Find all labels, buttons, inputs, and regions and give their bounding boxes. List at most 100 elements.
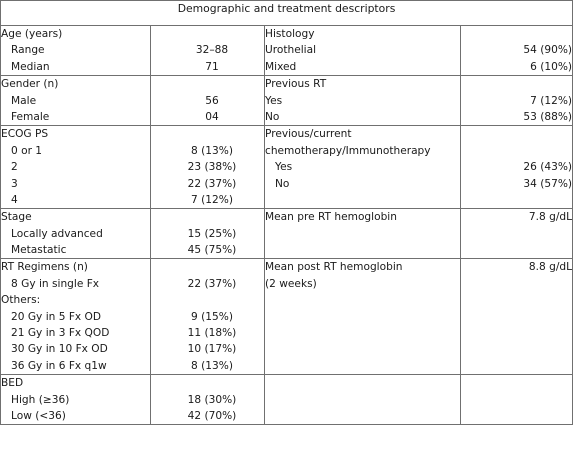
right-value-line: 7.8 g/dL — [528, 211, 573, 224]
left-value-line: 45 (75%) — [187, 244, 237, 257]
left-label-line: BED — [1, 377, 24, 390]
right-value-line: 53 (88%) — [523, 110, 573, 123]
left-value-line: 22 (37%) — [187, 177, 237, 190]
left-label-line: Male — [11, 94, 37, 107]
left-value-line: 8 (13%) — [191, 359, 233, 372]
left-value-line — [151, 209, 264, 225]
left-label-line: Median — [11, 60, 50, 73]
left-label-line: 20 Gy in 5 Fx OD — [11, 310, 102, 323]
right-values-cell: 26 (43%) 34 (57%) — [459, 125, 573, 210]
right-value-line — [461, 276, 572, 292]
right-label-line: Histology — [265, 28, 315, 40]
left-value-line: 10 (17%) — [187, 343, 237, 356]
left-label-line: 0 or 1 — [11, 144, 43, 157]
left-value-line — [151, 292, 264, 308]
left-value-line: 04 — [205, 110, 219, 123]
left-value-line: 22 (37%) — [187, 277, 237, 290]
right-label-line: Urothelial — [265, 44, 317, 57]
table-row: RT Regimens (n) 8 Gy in single Fx Others: 2… — [0, 258, 573, 376]
table-body: Age (years) Range Median 32–88 71 Histology Ur… — [0, 24, 573, 426]
table-title-row: Demographic and treatment descriptors — [0, 0, 573, 26]
left-label-line: Locally advanced — [11, 227, 103, 240]
left-value-line: 56 — [205, 94, 219, 107]
table-title: Demographic and treatment descriptors — [0, 0, 573, 26]
left-label-line: Others: — [1, 294, 41, 307]
left-lines-cell: Stage Locally advanced Metastatic — [0, 208, 151, 260]
right-value-line — [461, 143, 572, 159]
left-value-line — [151, 126, 264, 142]
left-values-cell: 8 (13%) 23 (38%) 22 (37%) 7 (12%) — [150, 125, 265, 210]
right-values-cell — [459, 374, 573, 426]
table-row: Stage Locally advanced Metastatic 15 (25%) 4… — [0, 208, 573, 260]
left-lines-cell: BED High (≥36) Low (<36) — [0, 374, 151, 426]
left-label-line: 4 — [11, 193, 18, 206]
right-label-line: No — [265, 110, 280, 123]
right-lines-cell: Previous RT Yes No — [264, 75, 461, 127]
table-row: Gender (n) Male Female 56 04 Previous RT Yes No… — [0, 75, 573, 127]
left-value-line: 32–88 — [195, 44, 229, 57]
left-label-line: Range — [11, 44, 45, 57]
right-values-cell: 54 (90%) 6 (10%) — [459, 24, 573, 77]
left-value-line — [151, 259, 264, 275]
left-label-line: Stage — [1, 211, 32, 224]
right-values-cell: 7.8 g/dL — [459, 208, 573, 260]
right-label-line: Yes — [265, 94, 283, 107]
left-lines-cell: RT Regimens (n) 8 Gy in single Fx Others: 2… — [0, 258, 151, 376]
right-label-line: No — [275, 177, 290, 190]
right-label-line: (2 weeks) — [265, 277, 317, 290]
left-value-line: 18 (30%) — [187, 393, 237, 406]
right-label-line: Mean pre RT hemoglobin — [265, 211, 397, 224]
right-label-line: chemotherapy/Immunotherapy — [265, 144, 431, 157]
right-label-line: Mean post RT hemoglobin — [265, 261, 403, 274]
left-label-line: 30 Gy in 10 Fx OD — [11, 343, 108, 356]
right-label-line: Previous RT — [265, 78, 327, 91]
left-label-line: 21 Gy in 3 Fx QOD — [11, 327, 110, 340]
left-label-line: 36 Gy in 6 Fx q1w — [11, 359, 107, 372]
left-value-line: 23 (38%) — [187, 161, 237, 174]
right-value-line: 34 (57%) — [523, 177, 573, 190]
right-value-line: 6 (10%) — [530, 60, 573, 73]
right-value-line — [461, 76, 572, 92]
right-values-cell: 7 (12%) 53 (88%) — [459, 75, 573, 127]
left-label-line: 8 Gy in single Fx — [11, 277, 100, 290]
right-value-line: 7 (12%) — [530, 94, 573, 107]
right-lines-cell: Mean post RT hemoglobin (2 weeks) — [264, 258, 461, 376]
left-lines-cell: Age (years) Range Median — [0, 24, 151, 77]
left-label-line: RT Regimens (n) — [1, 261, 88, 274]
demographics-table: Demographic and treatment descriptors Ag… — [0, 0, 573, 426]
left-label-line: Age (years) — [1, 28, 63, 40]
left-lines-cell: Gender (n) Male Female — [0, 75, 151, 127]
right-values-cell: 8.8 g/dL — [459, 258, 573, 376]
right-value-line: 26 (43%) — [523, 161, 573, 174]
table-row: BED High (≥36) Low (<36) 18 (30%) 42 (70%) — [0, 374, 573, 426]
left-values-cell: 15 (25%) 45 (75%) — [150, 208, 265, 260]
left-value-line: 8 (13%) — [191, 144, 233, 157]
left-label-line: Gender (n) — [1, 78, 59, 91]
left-value-line: 9 (15%) — [191, 310, 233, 323]
left-lines-cell: ECOG PS 0 or 1 2 3 4 — [0, 125, 151, 210]
left-value-line — [151, 76, 264, 92]
left-label-line: High (≥36) — [11, 393, 70, 406]
right-value-line: 54 (90%) — [523, 44, 573, 57]
left-value-line — [151, 375, 264, 391]
left-label-line: Female — [11, 110, 50, 123]
left-values-cell: 22 (37%) 9 (15%) 11 (18%) 10 (17%) 8 (13%) — [150, 258, 265, 376]
left-values-cell: 18 (30%) 42 (70%) — [150, 374, 265, 426]
right-value-line — [461, 126, 572, 142]
right-label-line: Mixed — [265, 60, 297, 73]
left-value-line: 42 (70%) — [187, 409, 237, 422]
left-label-line: 3 — [11, 177, 18, 190]
left-value-line: 15 (25%) — [187, 227, 237, 240]
left-values-cell: 32–88 71 — [150, 24, 265, 77]
left-values-cell: 56 04 — [150, 75, 265, 127]
left-label-line: 2 — [11, 161, 18, 174]
right-lines-cell — [264, 374, 461, 426]
right-label-line: Yes — [275, 161, 293, 174]
table-row: Age (years) Range Median 32–88 71 Histology Ur… — [0, 24, 573, 77]
left-label-line: Low (<36) — [11, 409, 66, 422]
left-label-line: Metastatic — [11, 244, 67, 257]
left-label-line: ECOG PS — [1, 128, 49, 141]
right-lines-cell: Histology Urothelial Mixed — [264, 24, 461, 77]
table-row: ECOG PS 0 or 1 2 3 4 8 (13%) 23 (38%) 22 (37%) 7… — [0, 125, 573, 210]
left-value-line: 11 (18%) — [187, 327, 237, 340]
